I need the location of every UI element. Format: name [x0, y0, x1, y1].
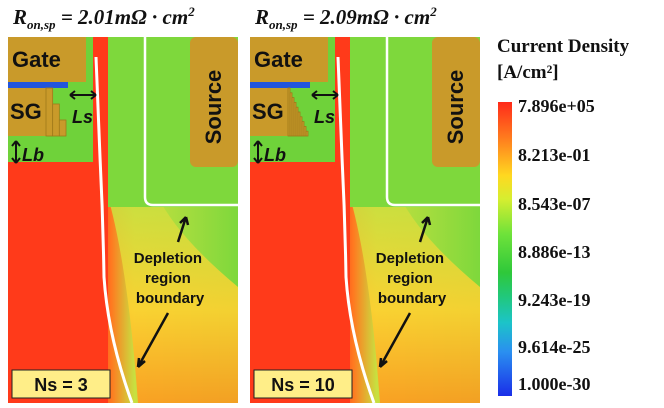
ls-label: Ls: [72, 107, 93, 127]
ns-label: Ns = 3: [34, 375, 88, 395]
legend-tick: 9.614e-25: [518, 337, 591, 357]
gate-electrode: [8, 37, 86, 82]
source-label: Source: [201, 70, 226, 145]
sg-step: [58, 119, 67, 137]
depletion-label: Depletion region boundary: [376, 250, 449, 307]
legend-tick: 9.243e-19: [518, 290, 591, 310]
legend-tick: 8.213e-01: [518, 145, 591, 165]
simulation-panel-ns10: Gate SG Source Ls Lb Depletion region bo…: [250, 37, 480, 403]
gate-label: Gate: [254, 47, 303, 72]
legend-title: Current Density: [497, 36, 630, 57]
legend-tick: 7.896e+05: [518, 96, 595, 116]
sg-bar: [250, 82, 310, 88]
sg-step: [45, 87, 54, 137]
sg-label: SG: [252, 99, 284, 124]
legend-unit: [A/cm²]: [497, 62, 559, 83]
depletion-label: Depletion region boundary: [134, 250, 207, 307]
header-left: Ron,sp = 2.01mΩ · cm2: [13, 4, 195, 33]
header-right: Ron,sp = 2.09mΩ · cm2: [255, 4, 437, 33]
source-label: Source: [443, 70, 468, 145]
sg-step: [305, 130, 309, 137]
legend-tick: 8.543e-07: [518, 194, 591, 214]
legend-tick: 8.886e-13: [518, 242, 591, 262]
source-electrode: [432, 37, 480, 167]
gate-electrode: [250, 37, 328, 82]
ns-label: Ns = 10: [271, 375, 335, 395]
sg-label: SG: [10, 99, 42, 124]
source-electrode: [190, 37, 238, 167]
sg-step: [52, 103, 60, 137]
ls-label: Ls: [314, 107, 335, 127]
legend-colorbar: [498, 102, 512, 396]
sg-bar: [8, 82, 68, 88]
gate-label: Gate: [12, 47, 61, 72]
lb-label: Lb: [264, 145, 286, 165]
sg-electrode: [8, 88, 46, 136]
simulation-panel-ns3: Gate SG Source Ls Lb Depletion region bo…: [8, 37, 238, 403]
lb-label: Lb: [22, 145, 44, 165]
legend-tick: 1.000e-30: [518, 374, 591, 394]
sg-electrode: [250, 88, 288, 136]
